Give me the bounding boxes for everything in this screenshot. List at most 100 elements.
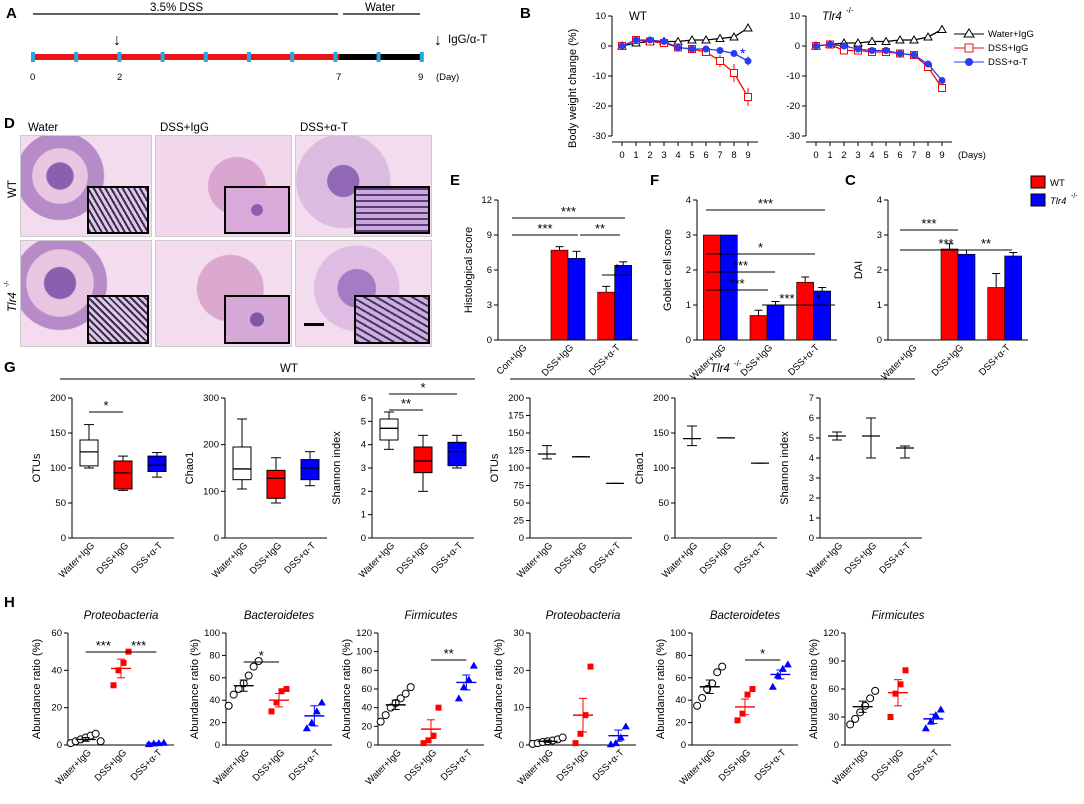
- data-point-triangle: [701, 34, 711, 44]
- data-point-circle: [871, 686, 880, 695]
- x-tick-label: DSS+IgG: [739, 342, 775, 378]
- x-tick-label: 4: [869, 150, 874, 161]
- y-tick-label: 50: [513, 498, 524, 509]
- data-point-circle: [698, 693, 707, 702]
- day-ticks: [31, 52, 424, 62]
- box-charts: 050100150200OTUsWater+IgGDSS+IgGDSS+α-T*…: [31, 380, 922, 581]
- y-tick-label: 80: [209, 650, 220, 661]
- data-point-triangle: [921, 724, 930, 732]
- data-point-triangle: [454, 694, 463, 702]
- data-point-square: [115, 667, 122, 674]
- y-tick-label: 20: [675, 718, 686, 729]
- data-point-square: [587, 663, 594, 670]
- x-tick-label: 0: [813, 150, 818, 161]
- d-col-dss-igg: DSS+IgG: [160, 122, 209, 134]
- y-tick-label: 200: [653, 393, 669, 404]
- legend-tlr4: Tlr4: [1050, 196, 1066, 207]
- y-tick-label: 0: [487, 335, 492, 346]
- x-tick-label: DSS+α-T: [753, 747, 789, 783]
- data-point-square: [734, 717, 741, 724]
- histology-tlr4-dss-at: [295, 240, 432, 347]
- panel-a-letter: A: [6, 5, 17, 22]
- data-point-triangle: [909, 34, 919, 44]
- data-point-circle: [840, 42, 848, 50]
- d-row-wt: WT: [7, 180, 19, 198]
- y-tick-label: 6: [809, 413, 814, 424]
- x-tick-label: DSS+α-T: [906, 747, 942, 783]
- histology-inset: [354, 186, 430, 234]
- x-tick-label: Water+IgG: [678, 747, 718, 787]
- y-axis-label: Histological score: [463, 227, 475, 313]
- day-tick: [117, 52, 122, 62]
- y-tick-label: 150: [508, 428, 524, 439]
- y-tick-label: 0: [519, 533, 524, 544]
- b-tlr4-sup: -/-: [846, 6, 854, 15]
- data-point-square: [902, 667, 909, 674]
- y-tick-label: 10: [595, 11, 606, 22]
- y-tick-label: 0: [877, 335, 882, 346]
- histology-inset: [224, 295, 290, 344]
- histology-wt-dss-igg: [155, 135, 292, 237]
- x-tick-label: DSS+IgG: [555, 747, 591, 783]
- data-point-circle: [713, 668, 722, 677]
- y-tick-label: 12: [481, 195, 492, 206]
- data-point-circle: [730, 50, 738, 57]
- data-point-circle: [910, 51, 918, 59]
- y-tick-label: 80: [361, 665, 372, 676]
- legend-square-icon: [964, 43, 974, 53]
- data-point-circle: [91, 729, 100, 738]
- y-tick-label: 0: [367, 740, 372, 751]
- data-point-circle: [846, 720, 855, 729]
- x-tick-label: 3: [855, 150, 860, 161]
- y-tick-label: -30: [786, 131, 800, 142]
- x-tick-label: DSS+IgG: [251, 747, 287, 783]
- y-tick-label: 30: [513, 628, 524, 639]
- y-tick-label: 20: [51, 703, 62, 714]
- day-0-label: 0: [30, 72, 35, 83]
- y-tick-label: 40: [209, 695, 220, 706]
- bar: [940, 248, 959, 341]
- data-point-circle: [688, 45, 696, 53]
- panel-g-letter: G: [4, 359, 16, 376]
- data-point-square: [744, 93, 752, 101]
- x-tick-label: Water+IgG: [54, 747, 94, 787]
- data-point-triangle: [159, 738, 168, 746]
- y-axis-label: Abundance ratio (%): [31, 639, 43, 739]
- y-tick-label: 120: [356, 628, 372, 639]
- d-col-dss-at: DSS+α-T: [300, 122, 348, 134]
- y-tick-label: 100: [508, 463, 524, 474]
- histology-inset: [87, 186, 149, 234]
- x-tick-label: DSS+α-T: [587, 342, 623, 378]
- data-point-triangle: [743, 22, 753, 32]
- box: [147, 455, 167, 473]
- bar: [703, 234, 721, 341]
- x-tick-label: DSS+IgG: [843, 540, 879, 576]
- x-tick-label: 3: [661, 150, 666, 161]
- data-point-circle: [851, 714, 860, 723]
- day-2-label: 2: [117, 72, 122, 83]
- x-tick-label: DSS+α-T: [287, 747, 323, 783]
- bar: [720, 234, 738, 341]
- chart-title: Bacteroidetes: [244, 610, 315, 622]
- data-point-circle: [924, 60, 932, 68]
- data-point-circle: [618, 42, 626, 50]
- y-tick-label: 0: [215, 740, 220, 751]
- day-tick: [247, 52, 251, 62]
- down-arrow-icon: ↓: [113, 32, 121, 49]
- y-tick-label: 5: [809, 433, 814, 444]
- y-tick-label: -20: [592, 101, 606, 112]
- series-line: [815, 28, 943, 47]
- day-tick: [160, 52, 165, 62]
- significance-stars: **: [981, 236, 991, 251]
- y-tick-label: 100: [204, 628, 220, 639]
- x-tick-label: DSS+α-T: [591, 747, 627, 783]
- y-tick-label: 5: [361, 416, 366, 427]
- y-tick-label: 75: [513, 481, 524, 492]
- y-tick-label: 4: [361, 440, 366, 451]
- x-tick-label: Water+IgG: [212, 747, 252, 787]
- data-point-circle: [381, 711, 390, 720]
- data-point-circle: [224, 701, 233, 710]
- data-point-square: [430, 732, 437, 739]
